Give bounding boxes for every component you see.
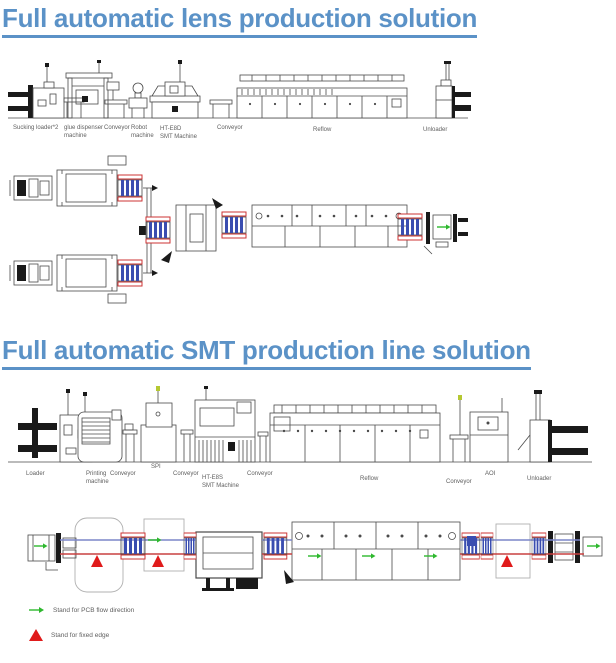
unloader-drawing [435,61,471,119]
robot-machine-drawing [128,82,148,118]
smt-machine-drawing [194,386,256,463]
smt-top-view-diagram [27,517,603,593]
lens-side-view-diagram [8,60,471,119]
machine-label: Unloader [423,127,448,133]
green-arrow-icon [29,607,44,613]
machine-label: AOI [485,471,496,477]
reflow-oven-drawing [269,404,441,463]
spi-machine-drawing [140,386,177,463]
machine-label: Robot machine [131,125,154,139]
reflow-oven-top-drawing [291,521,461,581]
smt-side-view-diagram [8,386,592,463]
reflow-oven-drawing [236,74,408,119]
conveyor-drawing [180,429,194,462]
conveyor-drawing [449,395,469,462]
machine-label: Loader [26,471,45,477]
smt-section-title: Full automatic SMT production line solut… [2,335,531,370]
machine-label: HT-E8D SMT Machine [160,126,197,140]
transfer-rail-drawing [139,188,171,273]
unloader-top-drawing [548,531,603,563]
reflow-oven-top-drawing [251,204,408,248]
machine-label: Conveyor [247,471,273,477]
legend-label: Stand for PCB flow direction [53,606,135,614]
machine-label: Unloader [527,476,552,482]
printing-machine-top-drawing [195,531,263,591]
loader-top-drawing [27,533,77,571]
machine-label: Conveyor [104,125,130,131]
central-machine-drawing [161,198,223,263]
printing-machine-drawing [77,392,123,463]
sucking-loader-drawing [8,63,85,119]
machine-label: Reflow [313,127,332,133]
machine-label: Printing machine [86,471,109,485]
machine-label: HT-E8S SMT Machine [202,475,239,489]
legend-item-fixed-edge: Stand for fixed edge [29,629,109,641]
glue-dispenser-drawing [65,60,113,119]
machine-label: Conveyor [110,471,136,477]
lens-section-title: Full automatic lens production solution [2,3,477,38]
machine-label: Reflow [360,476,379,482]
legend-item-pcb-flow: Stand for PCB flow direction [29,606,134,614]
aoi-machine-drawing [469,398,509,463]
unloader-top-drawing [423,212,468,255]
conveyor-drawing [122,423,138,462]
red-triangle-icon [29,629,43,641]
machine-label: SPI [151,464,161,470]
monitor-drawing [106,81,120,100]
machine-label: Conveyor [446,479,472,485]
machine-label: Conveyor [217,125,243,131]
lens-top-view-diagram [0,155,468,304]
conveyor-drawing [104,99,128,118]
conveyor-drawing [257,431,269,462]
unloader-drawing [517,390,588,463]
smt-machine-drawing [149,60,201,119]
conveyor-drawing [209,99,233,118]
machine-label: Conveyor [173,471,199,477]
machine-label: Sucking loader*2 [13,125,59,131]
legend-label: Stand for fixed edge [51,631,110,639]
machine-label: glue dispenser machine [64,125,104,139]
